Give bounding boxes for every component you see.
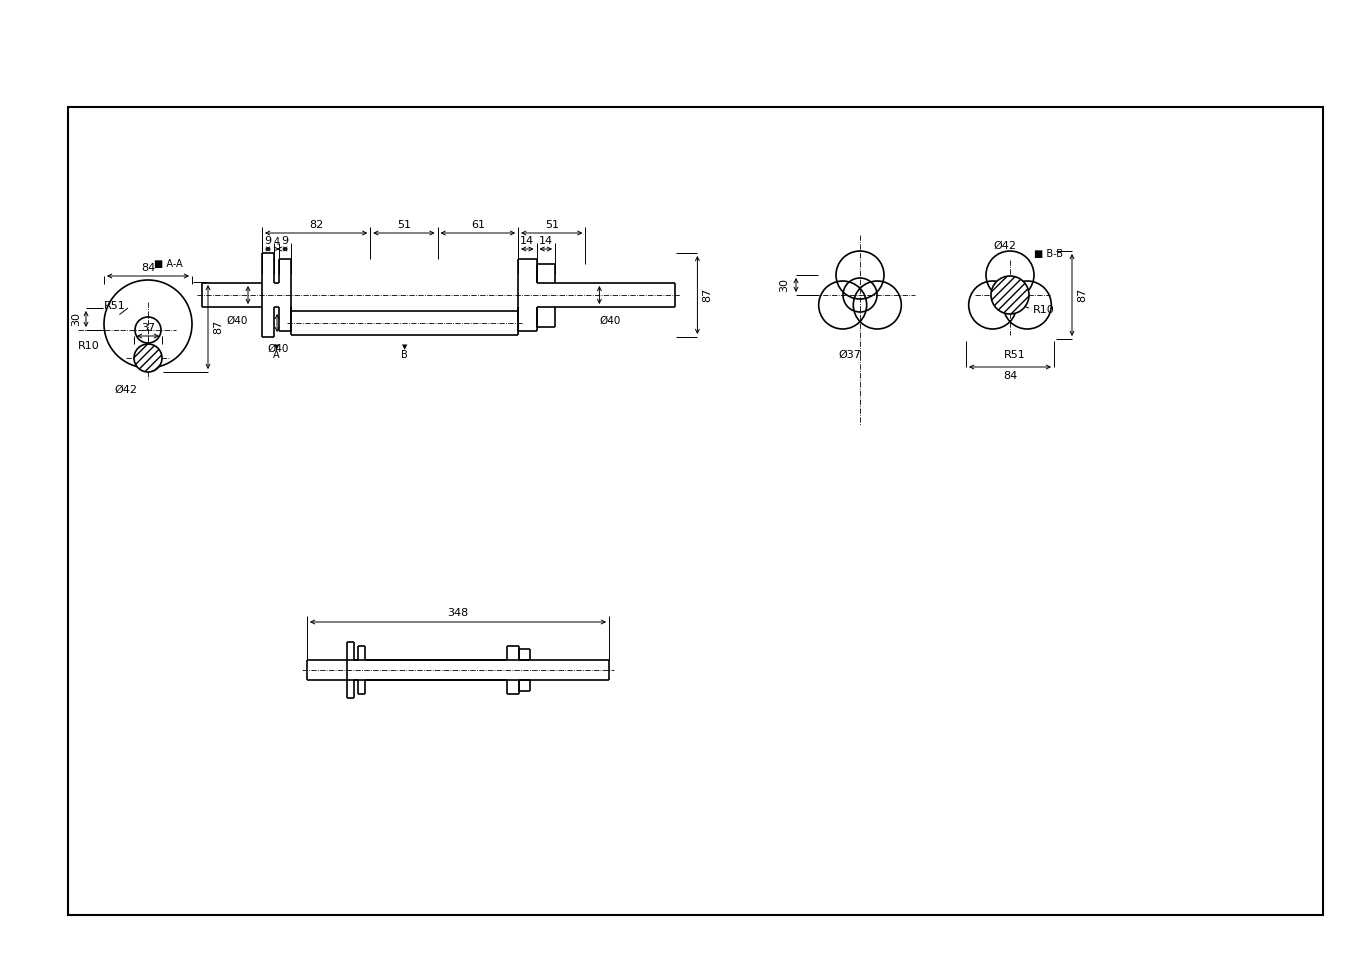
- Text: 51: 51: [397, 220, 411, 230]
- Text: R10: R10: [79, 341, 100, 351]
- Text: R10: R10: [1033, 305, 1055, 315]
- Text: 9: 9: [281, 236, 289, 246]
- Text: 4: 4: [273, 237, 280, 247]
- Text: 87: 87: [1077, 288, 1086, 302]
- Text: ▼: ▼: [402, 344, 407, 350]
- Text: 82: 82: [310, 220, 323, 230]
- Text: 14: 14: [539, 236, 553, 246]
- Text: Ø40: Ø40: [227, 316, 249, 326]
- Text: R51: R51: [1004, 350, 1025, 360]
- Text: 51: 51: [545, 220, 558, 230]
- Text: 87: 87: [702, 288, 713, 302]
- Text: R51: R51: [105, 301, 126, 311]
- Circle shape: [134, 344, 162, 372]
- Text: Ø42: Ø42: [994, 241, 1017, 251]
- Text: 14: 14: [520, 236, 535, 246]
- Bar: [68, 107, 1323, 915]
- Text: 37: 37: [141, 323, 155, 333]
- Text: 30: 30: [779, 278, 789, 292]
- Text: 30: 30: [71, 312, 81, 326]
- Text: 84: 84: [141, 263, 155, 273]
- Text: A: A: [273, 350, 280, 360]
- Text: Ø37: Ø37: [838, 350, 861, 360]
- Text: Ø40: Ø40: [599, 316, 621, 326]
- Text: 9: 9: [265, 236, 272, 246]
- Circle shape: [991, 276, 1029, 314]
- Text: Ø40: Ø40: [268, 344, 289, 354]
- Text: ■ A-A: ■ A-A: [153, 259, 182, 269]
- Text: 87: 87: [213, 320, 223, 335]
- Text: B: B: [401, 350, 407, 360]
- Text: 348: 348: [447, 608, 469, 618]
- Text: 61: 61: [471, 220, 485, 230]
- Text: ■ B-B: ■ B-B: [1033, 249, 1063, 259]
- Text: Ø42: Ø42: [114, 385, 137, 395]
- Text: ▼: ▼: [274, 344, 280, 350]
- Text: 84: 84: [1002, 371, 1017, 381]
